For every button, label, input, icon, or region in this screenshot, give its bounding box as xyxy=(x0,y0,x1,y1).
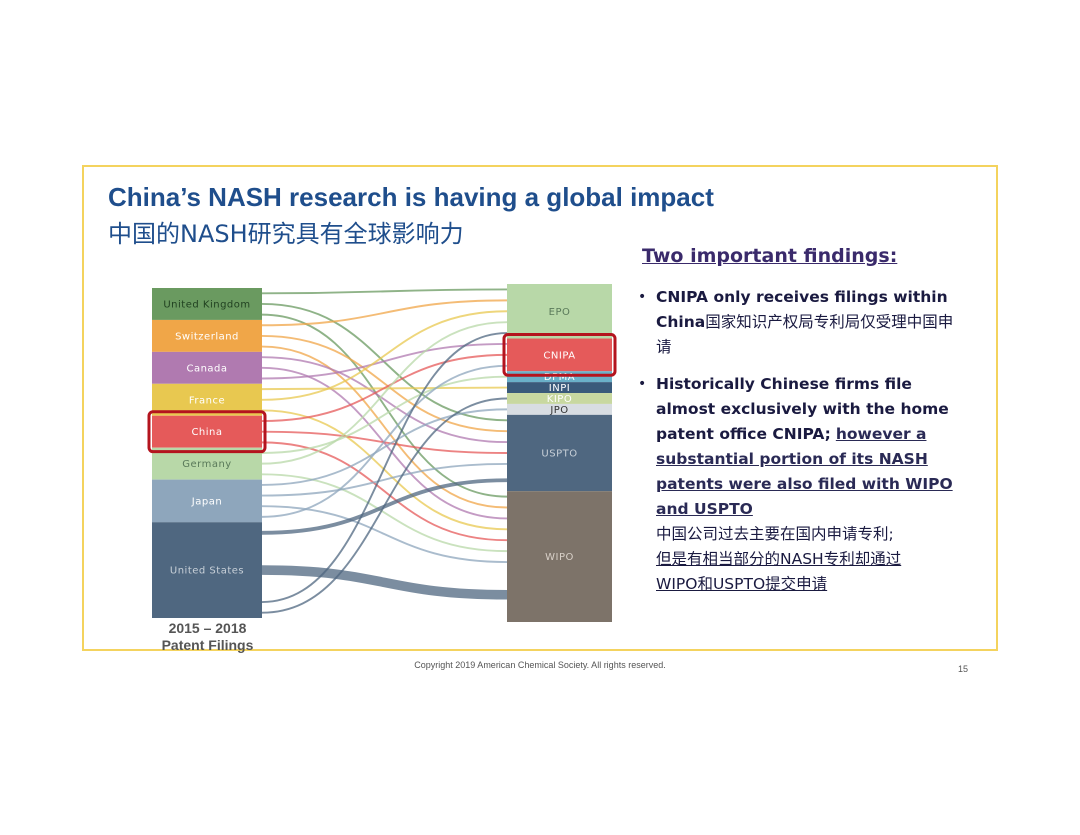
finding-2-cn-3: WIPO和USPTO提交申请 xyxy=(656,575,828,593)
target-node-uspto xyxy=(507,414,612,492)
page-number: 15 xyxy=(958,664,969,674)
slide-title-cn: 中国的NASH研究具有全球影响力 xyxy=(108,220,464,248)
finding-2: • Historically Chinese firms file almost… xyxy=(630,372,960,597)
source-label-japan: Japan xyxy=(191,496,222,507)
flow-canada-to-uspto xyxy=(261,356,508,444)
caption-label: Patent Filings xyxy=(161,637,254,653)
source-node-switzerland xyxy=(152,319,262,352)
target-label-kipo: KIPO xyxy=(547,394,572,405)
flow-japan-to-cnipa xyxy=(261,364,508,518)
bullet-icon: • xyxy=(638,289,647,305)
findings-heading: Two important findings: xyxy=(642,245,898,267)
source-label-canada: Canada xyxy=(186,363,227,374)
flow-united-states-to-wipo xyxy=(261,565,508,600)
flow-united-states-to-epo xyxy=(261,332,508,603)
sankey-chart: United Kingdom Switzerland Canada France Chi… xyxy=(147,284,617,622)
flow-switzerland-to-uspto xyxy=(261,334,508,433)
target-label-epo: EPO xyxy=(549,307,571,318)
copyright-text: Copyright 2019 American Chemical Society… xyxy=(414,660,666,670)
target-label-inpi: INPI xyxy=(549,383,570,394)
flow-china-to-cnipa xyxy=(261,353,508,423)
target-node-epo xyxy=(507,284,612,339)
source-node-united-kingdom xyxy=(152,288,262,320)
source-label-china: China xyxy=(191,427,222,438)
finding-2-cn-1: 中国公司过去主要在国内申请专利; xyxy=(656,525,894,543)
flow-switzerland-to-wipo xyxy=(261,345,508,509)
target-label-uspto: USPTO xyxy=(541,449,577,460)
source-node-canada xyxy=(152,351,262,384)
flow-japan-to-wipo xyxy=(261,505,508,563)
source-label-united-states: United States xyxy=(170,566,244,577)
flow-china-to-wipo xyxy=(261,441,508,542)
source-node-united-states xyxy=(152,522,262,618)
flow-united-states-to-kipo xyxy=(261,397,508,614)
flow-france-to-wipo xyxy=(261,409,508,531)
finding-1-en: CNIPA only receives filings within China xyxy=(656,288,948,331)
target-node-cnipa xyxy=(507,338,612,372)
target-node-wipo xyxy=(507,491,612,622)
flow-united-kingdom-to-epo xyxy=(261,288,508,295)
finding-2-emphasis: however a substantial portion of its NAS… xyxy=(656,425,953,518)
flow-switzerland-to-epo xyxy=(261,299,508,327)
flow-germany-to-epo xyxy=(261,321,508,465)
target-node-kipo xyxy=(507,393,612,404)
finding-2-cn-2: 但是有相当部分的NASH专利却通过 xyxy=(656,550,902,568)
caption-years: 2015 – 2018 xyxy=(168,620,247,636)
sankey-links xyxy=(261,288,508,614)
target-node-inpi xyxy=(507,382,612,394)
finding-1-cn: 国家知识产权局专利局仅受理中国申请 xyxy=(656,313,954,356)
findings-panel: Two important findings: • CNIPA only rec… xyxy=(630,245,960,609)
finding-2-en: Historically Chinese firms file almost e… xyxy=(656,375,949,443)
source-label-united-kingdom: United Kingdom xyxy=(163,299,250,310)
source-highlight-china xyxy=(147,410,267,454)
flow-germany-to-wipo xyxy=(261,473,508,553)
flow-france-to-epo xyxy=(261,310,508,401)
flow-germany-to-dpma xyxy=(261,375,508,454)
bullet-icon: • xyxy=(638,376,647,392)
flow-japan-to-jpo xyxy=(261,408,508,486)
flow-japan-to-uspto xyxy=(261,462,508,497)
target-label-wipo: WIPO xyxy=(545,552,574,563)
chart-caption: 2015 – 2018 Patent Filings xyxy=(150,620,265,654)
source-label-france: France xyxy=(189,395,225,406)
source-label-germany: Germany xyxy=(182,459,231,470)
target-label-cnipa: CNIPA xyxy=(543,350,575,361)
finding-1: • CNIPA only receives filings within Chi… xyxy=(630,285,960,360)
target-highlight-cnipa xyxy=(502,333,617,377)
source-node-japan xyxy=(152,479,262,523)
source-label-switzerland: Switzerland xyxy=(175,331,239,342)
target-label-dpma: DPMA xyxy=(544,372,575,383)
slide-title-en: China’s NASH research is having a global… xyxy=(108,182,714,212)
source-node-china xyxy=(152,415,262,448)
target-label-jpo: JPO xyxy=(549,405,568,416)
target-node-jpo xyxy=(507,403,612,415)
